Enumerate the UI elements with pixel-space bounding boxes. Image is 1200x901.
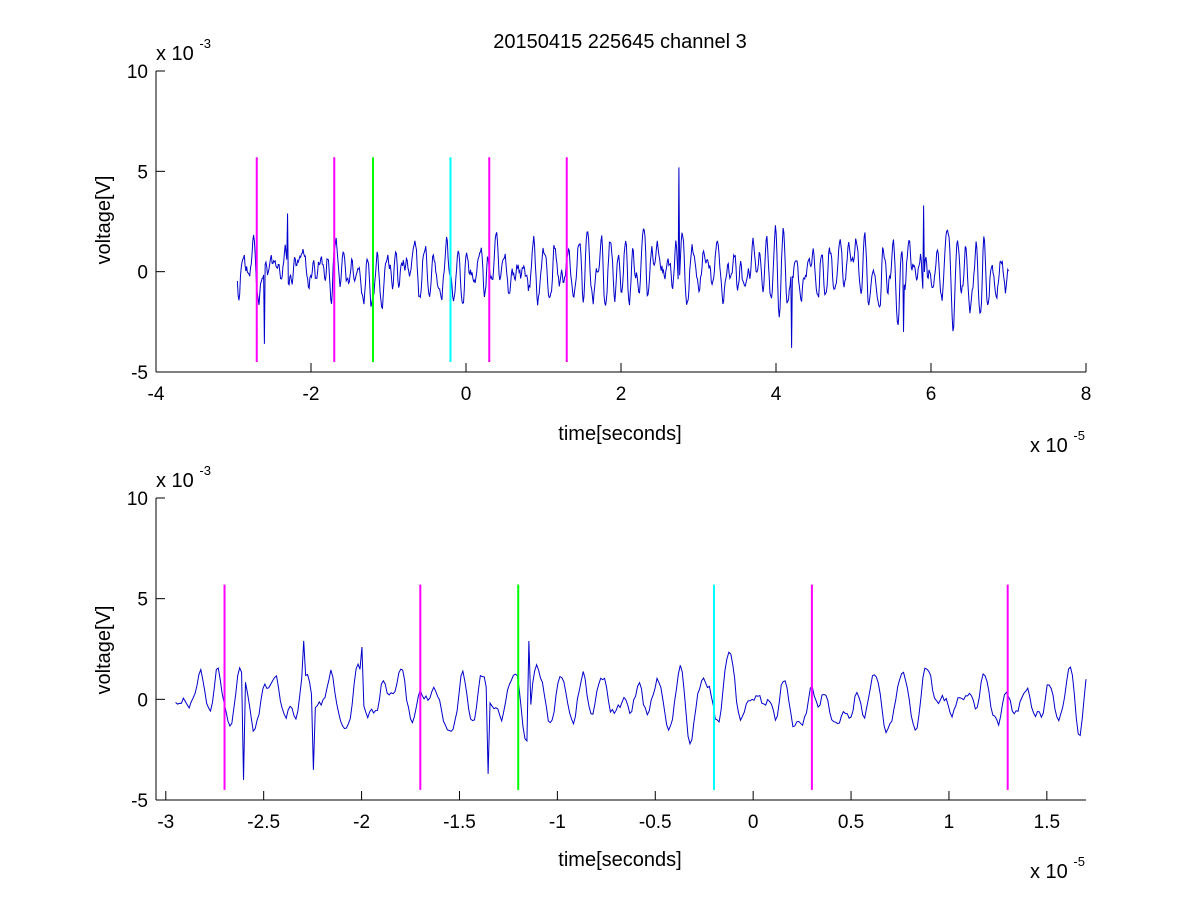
- top-x-tick-label-7: 8: [1081, 384, 1092, 405]
- top-y-multiplier: x 10 -3: [156, 36, 211, 65]
- bottom-y-tick-label-2: 0: [137, 690, 148, 711]
- bottom-x-multiplier-base: x 10: [1030, 861, 1068, 883]
- top-x-tick-label-1: -4: [148, 384, 165, 405]
- top-y-tick-label-3: 5: [137, 162, 148, 183]
- top-y-multiplier-exponent: -3: [199, 36, 211, 51]
- plot-bottom: -3 -2.5 -2 -1.5 -1 -0.5 0 0.5 1 1.5 -5 0 5 10 time[se…: [93, 463, 1087, 883]
- top-y-tick-label-1: -5: [131, 363, 148, 384]
- bottom-x-tick-label-8: 0.5: [838, 812, 864, 833]
- top-marker-layer: [255, 157, 568, 362]
- top-signal-layer: [236, 167, 1009, 348]
- bottom-marker-layer: [223, 584, 1009, 790]
- top-x-multiplier-exponent: -5: [1073, 428, 1085, 443]
- chart-title: 20150415 225645 channel 3: [493, 31, 747, 53]
- plot-top: 20150415 225645 channel 3 -4 -2 0 2 4 6 8 -5 0 5 1…: [93, 31, 1091, 457]
- top-x-multiplier-base: x 10: [1030, 435, 1068, 457]
- top-x-tick-label-5: 4: [771, 384, 782, 405]
- top-x-tick-label-3: 0: [461, 384, 472, 405]
- bottom-y-tick-label-3: 5: [137, 590, 148, 611]
- bottom-y-axis-label: voltage[V]: [93, 606, 115, 695]
- top-x-axis-label: time[seconds]: [558, 423, 681, 445]
- bottom-x-tick-label-7: 0: [748, 812, 759, 833]
- bottom-y-multiplier-exponent: -3: [199, 463, 211, 478]
- top-x-tick-label-2: -2: [303, 384, 320, 405]
- bottom-signal-line: [175, 640, 1087, 780]
- bottom-x-multiplier-exponent: -5: [1073, 854, 1085, 869]
- bottom-axes: [155, 498, 1086, 801]
- top-x-tick-label-4: 2: [616, 384, 627, 405]
- top-ticks: -4 -2 0 2 4 6 8 -5 0 5 10: [127, 62, 1091, 405]
- bottom-x-tick-label-5: -1: [549, 812, 566, 833]
- top-x-tick-label-6: 6: [926, 384, 937, 405]
- bottom-x-tick-label-2: -2.5: [247, 812, 280, 833]
- bottom-x-tick-label-4: -1.5: [443, 812, 476, 833]
- top-y-axis-label: voltage[V]: [93, 176, 115, 265]
- bottom-y-multiplier-base: x 10: [156, 470, 194, 492]
- bottom-x-tick-label-6: -0.5: [639, 812, 672, 833]
- bottom-y-tick-label-1: -5: [131, 791, 148, 812]
- bottom-x-tick-label-3: -2: [353, 812, 370, 833]
- top-y-tick-label-2: 0: [137, 263, 148, 284]
- top-x-multiplier: x 10 -5: [1030, 428, 1085, 457]
- top-y-multiplier-base: x 10: [156, 43, 194, 65]
- bottom-x-tick-label-1: -3: [157, 812, 174, 833]
- bottom-signal-layer: [175, 640, 1087, 780]
- bottom-x-tick-label-10: 1.5: [1034, 812, 1060, 833]
- top-y-tick-label-4: 10: [127, 62, 148, 83]
- bottom-x-axis-label: time[seconds]: [558, 849, 681, 871]
- top-signal-line: [236, 167, 1009, 348]
- bottom-x-tick-label-9: 1: [944, 812, 955, 833]
- bottom-y-tick-label-4: 10: [127, 489, 148, 510]
- bottom-ticks: -3 -2.5 -2 -1.5 -1 -0.5 0 0.5 1 1.5 -5 0 5 10: [127, 489, 1060, 833]
- bottom-y-multiplier: x 10 -3: [156, 463, 211, 492]
- bottom-x-multiplier: x 10 -5: [1030, 854, 1085, 883]
